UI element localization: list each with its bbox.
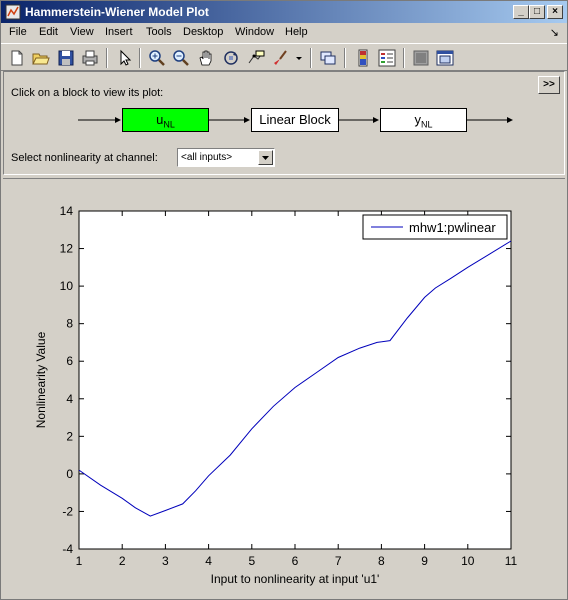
axes-background	[78, 210, 512, 550]
y-tick-label: 0	[66, 467, 73, 481]
input-nl-subscript: NL	[163, 119, 175, 130]
window-title: Hammerstein-Wiener Model Plot	[25, 5, 209, 19]
x-tick-label: 1	[76, 554, 83, 568]
colorbar-icon[interactable]	[353, 48, 373, 68]
select-arrow-icon[interactable]	[115, 48, 135, 68]
link-icon[interactable]	[318, 48, 338, 68]
input-nl-label: u	[156, 112, 164, 127]
toolbar-separator	[310, 48, 312, 68]
x-tick-label: 2	[119, 554, 126, 568]
y-tick-label: -4	[62, 542, 73, 556]
brush-dropdown-icon[interactable]	[293, 48, 305, 68]
y-tick-label: 2	[66, 429, 73, 443]
block-diagram-connectors	[78, 117, 513, 123]
expand-panel-button[interactable]: >>	[538, 76, 560, 94]
y-tick-label: 12	[60, 242, 74, 256]
x-axis-label: Input to nonlinearity at input 'u1'	[211, 572, 380, 586]
menu-window[interactable]: Window	[235, 26, 275, 38]
toolbar-separator	[344, 48, 346, 68]
legend-icon[interactable]	[377, 48, 397, 68]
y-tick-label: 14	[60, 204, 74, 218]
x-tick-label: 9	[421, 554, 428, 568]
brush-icon[interactable]	[271, 48, 291, 68]
show-plot-tools-icon[interactable]	[435, 48, 455, 68]
x-tick-label: 11	[505, 554, 518, 568]
menu-help[interactable]: Help	[285, 26, 308, 38]
data-cursor-icon[interactable]	[246, 48, 266, 68]
x-tick-label: 5	[248, 554, 255, 568]
axis-ticks	[78, 210, 512, 550]
menu-file[interactable]: File	[9, 26, 27, 38]
zoom-out-icon[interactable]	[171, 48, 191, 68]
menu-edit[interactable]: Edit	[39, 26, 58, 38]
x-tick-label: 3	[162, 554, 169, 568]
channel-select[interactable]: <all inputs>	[177, 148, 275, 167]
menu-desktop[interactable]: Desktop	[183, 26, 224, 38]
title-bar[interactable]: Hammerstein-Wiener Model Plot _ □ ×	[1, 1, 567, 23]
zoom-in-icon[interactable]	[147, 48, 167, 68]
output-nonlinearity-block[interactable]: yNL	[380, 108, 467, 132]
maximize-button[interactable]: □	[529, 5, 545, 19]
menu-bar: File Edit View Insert Tools Desktop Wind…	[1, 23, 567, 43]
y-tick-label: 4	[66, 392, 73, 406]
rotate-3d-icon[interactable]	[221, 48, 241, 68]
menu-tools[interactable]: Tools	[146, 26, 172, 38]
x-tick-label: 8	[378, 554, 385, 568]
y-tick-label: 8	[66, 317, 73, 331]
channel-select-value: <all inputs>	[181, 152, 233, 163]
toolbar-separator	[139, 48, 141, 68]
y-tick-label: 10	[60, 279, 74, 293]
block-diagram-panel: Click on a block to view its plot: >> uN…	[3, 71, 565, 175]
output-nl-label: y	[414, 112, 421, 127]
block-hint-text: Click on a block to view its plot:	[11, 87, 164, 99]
save-icon[interactable]	[56, 48, 76, 68]
new-figure-icon[interactable]	[7, 48, 27, 68]
linear-block[interactable]: Linear Block	[251, 108, 339, 132]
channel-select-label: Select nonlinearity at channel:	[11, 152, 158, 164]
menu-insert[interactable]: Insert	[105, 26, 133, 38]
minimize-button[interactable]: _	[513, 5, 529, 19]
plot-panel: 1 2 3 4 5 6 7 8 9 10 11 -4 -2 0 2 4 6 8 10 12 14 mhw1:pwline…	[3, 178, 565, 597]
input-nonlinearity-block[interactable]: uNL	[122, 108, 209, 132]
legend[interactable]: mhw1:pwlinear	[362, 214, 508, 240]
y-tick-label: -2	[62, 504, 73, 518]
y-axis-label: Nonlinearity Value	[34, 331, 48, 428]
menu-view[interactable]: View	[70, 26, 94, 38]
figure-toolbar	[1, 43, 567, 71]
toolbar-separator	[106, 48, 108, 68]
y-tick-label: 6	[66, 354, 73, 368]
close-button[interactable]: ×	[547, 5, 563, 19]
hide-plot-tools-icon[interactable]	[411, 48, 431, 68]
matlab-figure-icon	[5, 4, 21, 20]
open-icon[interactable]	[31, 48, 51, 68]
x-tick-label: 4	[205, 554, 212, 568]
legend-label: mhw1:pwlinear	[409, 220, 496, 235]
series-line-pwlinear	[78, 240, 512, 517]
x-tick-label: 6	[292, 554, 299, 568]
print-icon[interactable]	[80, 48, 100, 68]
x-tick-label: 10	[461, 554, 475, 568]
dock-arrow-icon[interactable]: ↘	[549, 27, 559, 39]
chevron-down-icon[interactable]	[258, 150, 273, 165]
toolbar-separator	[403, 48, 405, 68]
pan-hand-icon[interactable]	[196, 48, 216, 68]
x-tick-label: 7	[335, 554, 342, 568]
output-nl-subscript: NL	[420, 119, 433, 130]
